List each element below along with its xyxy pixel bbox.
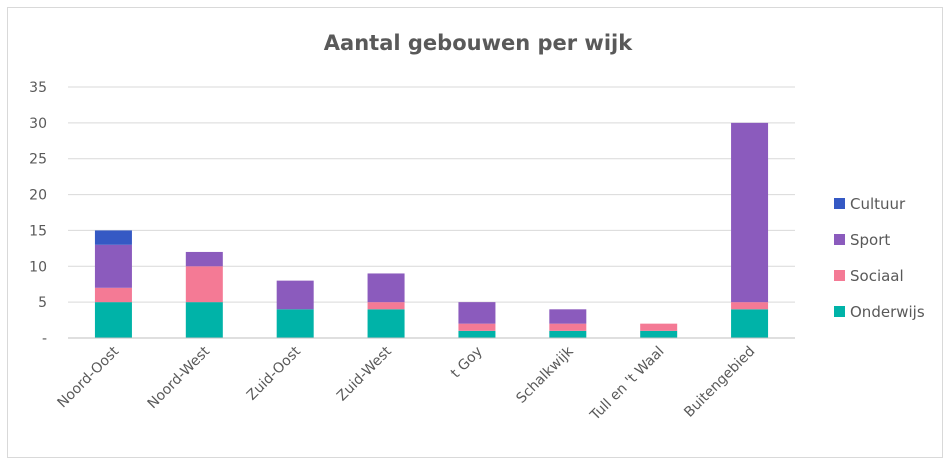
y-tick-label: 10: [29, 259, 47, 275]
bars: [94, 122, 769, 338]
bar-segment-sociaal: [458, 323, 496, 331]
bar-segment-sociaal: [731, 302, 769, 310]
bar-segment-onderwijs: [640, 330, 678, 338]
bar-segment-sport: [367, 273, 405, 303]
legend-swatch-sociaal: [834, 270, 845, 281]
x-axis-ticks: Noord-Oost Noord-West Zuid-Oost Zuid-West t …: [55, 343, 759, 424]
bar-segment-sport: [94, 244, 132, 288]
bar-segment-sociaal: [185, 266, 223, 303]
bar-segment-onderwijs: [276, 309, 314, 338]
bar-segment-onderwijs: [94, 302, 132, 338]
legend-label-sport: Sport: [850, 231, 890, 249]
y-tick-label: -: [42, 331, 47, 347]
legend-label-cultuur: Cultuur: [850, 195, 906, 213]
y-tick-label: 20: [29, 188, 47, 204]
bar-segment-onderwijs: [367, 309, 405, 338]
gridlines: [68, 86, 795, 303]
bar-segment-onderwijs: [458, 330, 496, 338]
x-tick-label: Zuid-Oost: [244, 343, 305, 404]
x-tick-label: Zuid-West: [334, 343, 395, 404]
bar-segment-onderwijs: [549, 330, 587, 338]
bar-segment-sport: [458, 302, 496, 324]
x-tick-label: Noord-Oost: [55, 343, 123, 411]
legend-swatch-cultuur: [834, 198, 845, 209]
y-tick-label: 25: [29, 152, 47, 168]
bar-segment-onderwijs: [731, 309, 769, 338]
y-tick-label: 5: [38, 295, 47, 311]
x-tick-label: Schalkwijk: [513, 343, 577, 407]
bar-segment-sociaal: [640, 323, 678, 331]
y-axis-ticks: - 5 10 15 20 25 30 35: [29, 80, 47, 347]
chart-frame: [7, 7, 943, 458]
legend-swatch-onderwijs: [834, 306, 845, 317]
bar-segment-sport: [185, 251, 223, 267]
y-tick-label: 15: [29, 223, 47, 239]
legend-swatch-sport: [834, 234, 845, 245]
legend-label-sociaal: Sociaal: [850, 267, 904, 285]
bar-segment-onderwijs: [185, 302, 223, 338]
legend-label-onderwijs: Onderwijs: [850, 303, 925, 321]
bar-segment-sport: [549, 309, 587, 324]
x-tick-label: Noord-West: [145, 343, 214, 412]
bar-segment-sociaal: [367, 302, 405, 310]
chart-title: Aantal gebouwen per wijk: [324, 31, 633, 55]
y-tick-label: 30: [29, 116, 47, 132]
x-tick-label: t Goy: [448, 344, 486, 382]
bar-segment-cultuur: [94, 230, 132, 245]
bar-segment-sociaal: [549, 323, 587, 331]
x-tick-label: Buitengebied: [681, 344, 758, 421]
y-tick-label: 35: [29, 80, 47, 96]
bar-segment-sociaal: [94, 287, 132, 303]
legend: Cultuur Sport Sociaal Onderwijs: [834, 195, 925, 321]
x-tick-label: Tull en 't Waal: [587, 344, 668, 425]
bar-segment-sport: [276, 280, 314, 310]
bar-segment-sport: [731, 122, 769, 303]
